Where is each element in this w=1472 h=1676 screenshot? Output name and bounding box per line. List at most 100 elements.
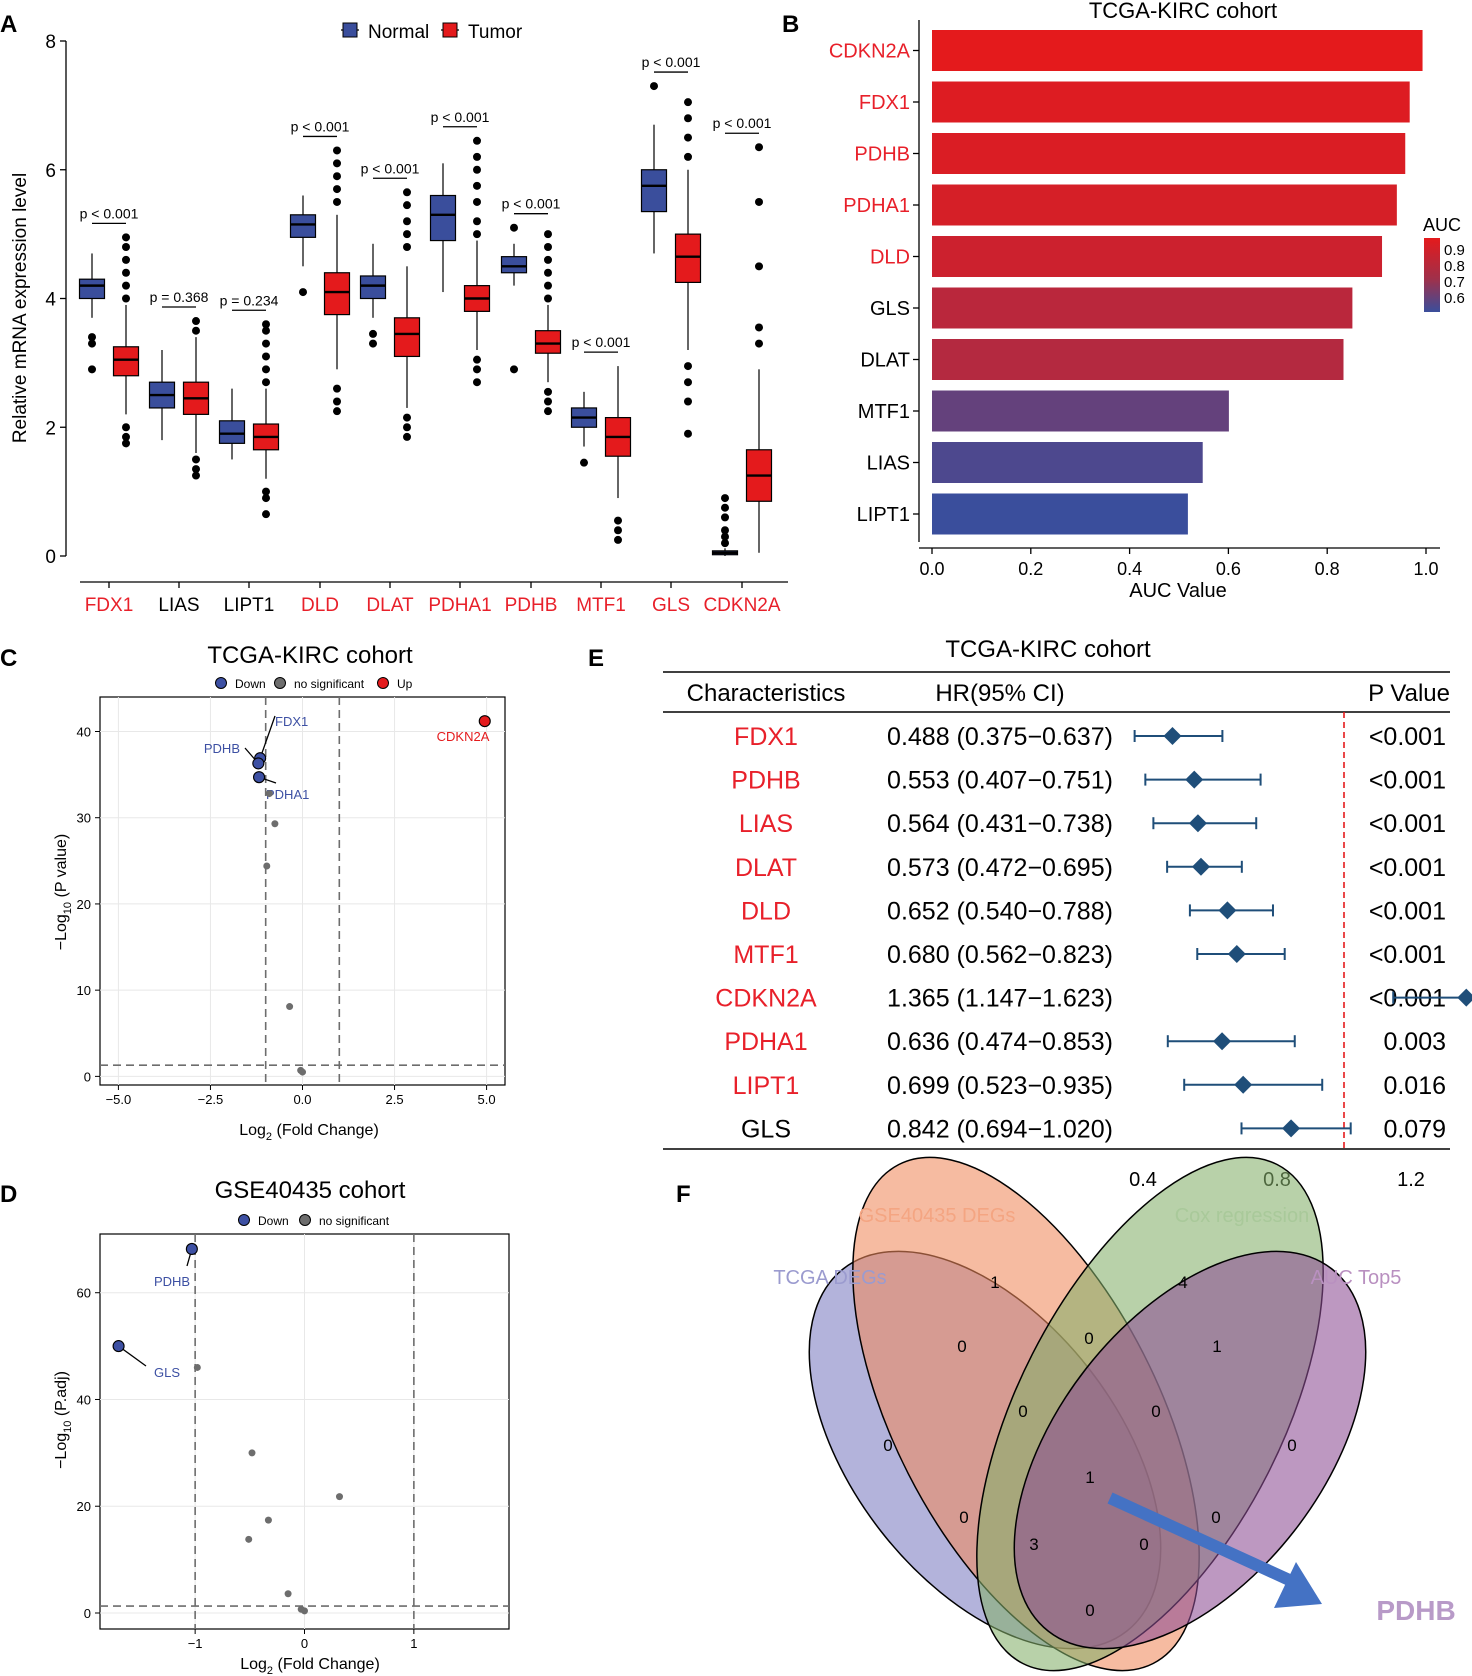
forest-ci-label: 0.652 (0.540−0.788) <box>887 897 1113 925</box>
box-normal <box>289 214 317 238</box>
y-tick-label: 0 <box>84 1606 91 1621</box>
point-label: PDHB <box>154 1274 190 1289</box>
box-outlier <box>544 387 552 396</box>
box-outlier <box>262 320 270 329</box>
venn-label-tcga: TCGA DEGs <box>773 1267 886 1289</box>
panel-c-legend: Down no significant Up <box>215 677 413 691</box>
legend-normal-label: Normal <box>368 22 429 43</box>
x-tick-label: −5.0 <box>106 1092 132 1107</box>
panel-a-ylabel: Relative mRNA expression level <box>10 173 31 443</box>
venn-ellipses <box>808 1156 1367 1672</box>
box-outlier <box>192 455 200 464</box>
bar <box>932 81 1410 123</box>
forest-p-label: 0.079 <box>1383 1115 1446 1143</box>
box-outlier <box>262 339 270 348</box>
box-outlier <box>544 397 552 406</box>
legend-tumor-swatch <box>442 22 458 38</box>
box-outlier <box>403 423 411 432</box>
p-value-label: p = 0.368 <box>150 289 209 305</box>
box-outlier <box>721 513 729 522</box>
bar <box>932 442 1203 483</box>
point-down <box>112 1340 125 1353</box>
box-outlier <box>299 288 307 297</box>
legend-tumor-label: Tumor <box>468 22 523 43</box>
hr-diamond <box>1227 945 1246 963</box>
box-outlier <box>544 255 552 264</box>
box-outlier <box>192 317 200 326</box>
box-outlier <box>122 432 130 441</box>
box-outlier <box>721 539 729 548</box>
panel-e-forest: TCGA-KIRC cohort Characteristics HR(95% … <box>663 636 1472 1191</box>
p-value-label: p < 0.001 <box>361 160 420 176</box>
forest-gene-label: CDKN2A <box>715 985 817 1013</box>
colorbar-tick: 0.6 <box>1444 290 1465 307</box>
venn-count: 3 <box>1029 1535 1038 1554</box>
p-value-label: p < 0.001 <box>572 334 631 350</box>
x-tick-label: −2.5 <box>198 1092 224 1107</box>
arrow-icon <box>1107 1492 1322 1608</box>
panel-a-axes: 0 2 4 6 8 FDX1 LIAS LIPT1 DLD DLAT PDHA1 PDHB MTF1 GL… <box>45 32 788 616</box>
box-outlier <box>755 143 763 152</box>
box-outlier <box>721 503 729 512</box>
box-tumor <box>393 317 421 358</box>
box-outlier <box>262 510 270 519</box>
hr-diamond <box>1191 857 1210 876</box>
box-outlier <box>755 197 763 206</box>
legend-ns-dot <box>299 1214 311 1226</box>
point-ns <box>248 1449 256 1457</box>
point-ns <box>264 1516 272 1524</box>
forest-ci-label: 0.573 (0.472−0.695) <box>887 854 1113 882</box>
box-outlier <box>684 98 692 107</box>
box-outlier <box>403 188 411 197</box>
box-tumor <box>323 272 351 316</box>
y-tick-label: 10 <box>77 983 91 998</box>
point-label: FDX1 <box>275 714 308 729</box>
x-tick-label: −1 <box>188 1636 203 1651</box>
venn-count: 0 <box>1084 1329 1093 1348</box>
x-tick-label: GLS <box>652 595 690 616</box>
forest-p-label: <0.001 <box>1369 941 1446 969</box>
box-outlier <box>684 133 692 142</box>
y-tick-label: 2 <box>45 418 56 439</box>
box-outlier <box>473 136 481 145</box>
x-tick-label: MTF1 <box>576 595 626 616</box>
point-down <box>253 771 266 784</box>
venn-count: 0 <box>1085 1601 1094 1620</box>
box-outlier <box>403 217 411 226</box>
y-tick-label: DLD <box>870 247 910 269</box>
legend-ns-label: no significant <box>319 1214 390 1228</box>
box-outlier <box>88 333 96 342</box>
x-tick-label: 0.6 <box>1216 559 1241 579</box>
box-outlier <box>721 494 729 503</box>
bar <box>932 339 1344 380</box>
forest-p-label: <0.001 <box>1369 723 1446 751</box>
forest-ci-label: 0.564 (0.431−0.738) <box>887 810 1113 838</box>
hr-diamond <box>1213 1032 1232 1051</box>
x-tick-label: 1 <box>410 1636 417 1651</box>
box-outlier <box>721 526 729 535</box>
box-outlier <box>684 397 692 406</box>
y-tick-label: DLAT <box>860 350 910 372</box>
forest-header-hr: HR(95% CI) <box>935 680 1064 707</box>
box-outlier <box>122 281 130 290</box>
hr-diamond <box>1163 727 1182 745</box>
forest-gene-label: PDHB <box>731 767 800 795</box>
panel-c-title: TCGA-KIRC cohort <box>207 642 413 669</box>
x-tick-label: 2.5 <box>386 1092 404 1107</box>
p-value-label: p = 0.234 <box>220 292 279 308</box>
x-tick-label: 1.2 <box>1397 1169 1425 1191</box>
hr-diamond <box>1188 814 1207 833</box>
venn-set-auc <box>1013 1250 1367 1650</box>
point-ns <box>263 862 271 870</box>
x-tick-label: 0.4 <box>1129 1169 1157 1191</box>
hr-diamond <box>1218 901 1237 920</box>
panel-e-marks: FDX1 0.488 (0.375−0.637) <0.001 PDHB 0.553 (… <box>715 712 1472 1191</box>
legend-down-label: Down <box>235 677 266 691</box>
panel-letter-e: E <box>588 645 604 672</box>
y-tick-label: GLS <box>870 298 910 320</box>
box-outlier <box>333 172 341 181</box>
forest-ci-label: 0.553 (0.407−0.751) <box>887 767 1113 795</box>
hr-diamond <box>1185 770 1204 789</box>
box-normal <box>359 275 387 300</box>
